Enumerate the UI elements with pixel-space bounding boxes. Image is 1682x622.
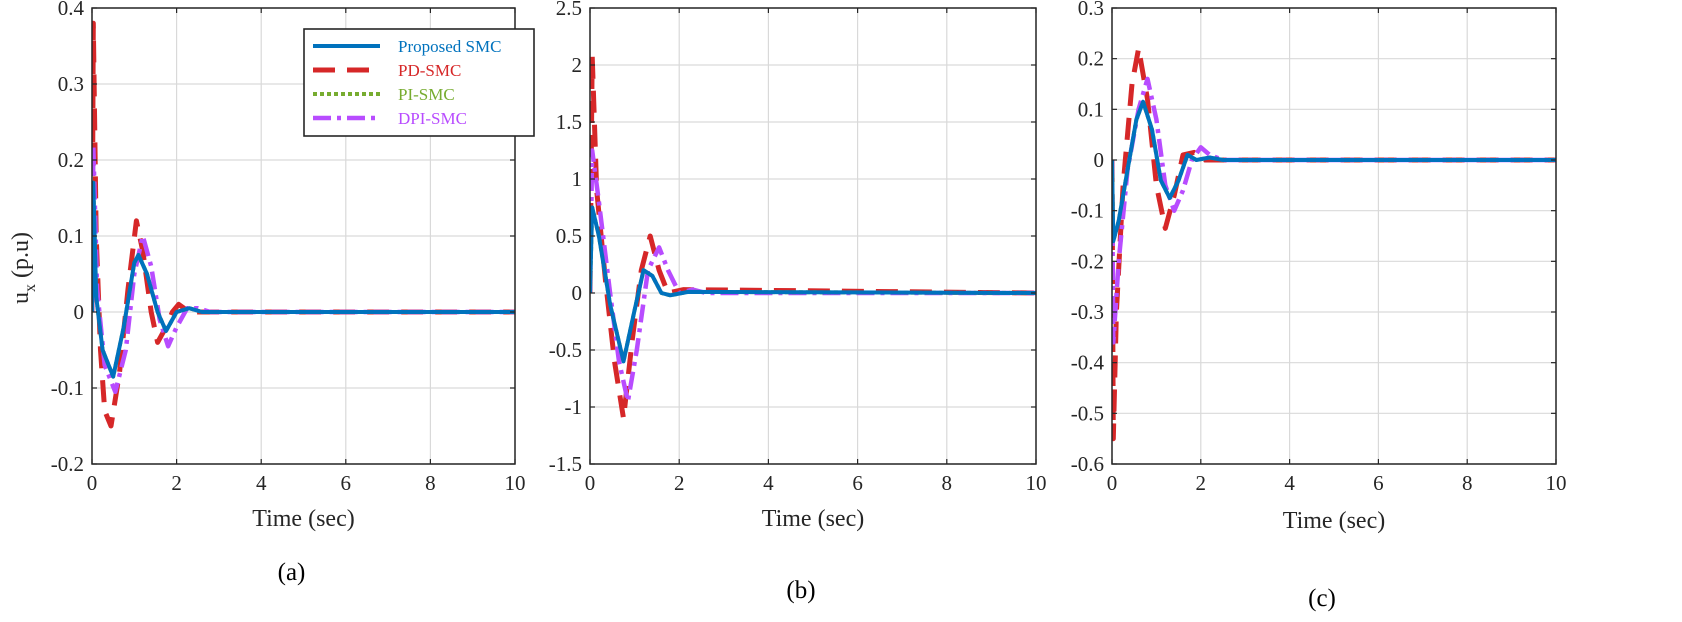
x-tick-label: 8: [1462, 471, 1473, 495]
series-group: [1112, 46, 1556, 442]
panel-caption: (c): [1308, 585, 1336, 612]
y-tick-label: -0.3: [1071, 300, 1104, 324]
series-line-pd-smc: [590, 53, 1036, 421]
series-line-proposed-smc: [92, 180, 515, 379]
y-tick-label: -0.5: [1071, 401, 1104, 425]
x-tick-label: 10: [1546, 471, 1567, 495]
chart-panel: 0 2 4 6 8 10 -0.6 -0.5 -0.4 -0.3 -0.2 -0.1 0 0.1 0.2 0.…: [1071, 0, 1567, 612]
x-tick-label: 2: [674, 471, 685, 495]
panel-caption: (b): [786, 577, 815, 604]
y-tick-label: 0: [572, 281, 583, 305]
series-line-pd-smc: [92, 20, 515, 429]
series-line-proposed-smc: [1112, 99, 1556, 244]
axes-frame: [1111, 7, 1557, 465]
y-tick-label: -0.4: [1071, 351, 1105, 375]
legend-item: Proposed SMC: [313, 37, 501, 56]
legend-label: PI-SMC: [398, 85, 455, 104]
x-axis-label: Time (sec): [762, 506, 864, 532]
y-tick-label: 0: [1094, 148, 1105, 172]
y-tick-label: 0.4: [58, 0, 85, 20]
y-tick-label: -1: [565, 395, 583, 419]
x-tick-label: 4: [763, 471, 774, 495]
legend: Proposed SMC PD-SMC PI-SMC DPI-SMC: [303, 28, 535, 137]
y-tick-label: -0.6: [1071, 452, 1104, 476]
x-tick-label: 0: [87, 471, 98, 495]
legend-label: DPI-SMC: [398, 109, 467, 128]
y-tick-label: 0.3: [58, 72, 84, 96]
series-line-pd-smc: [1112, 46, 1556, 442]
plot-area: [1112, 8, 1556, 464]
x-tick-label: 2: [171, 471, 182, 495]
y-tick-label: -0.2: [1071, 249, 1104, 273]
y-tick-label: 0.3: [1078, 0, 1104, 20]
x-tick-label: 4: [256, 471, 267, 495]
legend-item: DPI-SMC: [313, 109, 467, 128]
y-tick-label: 2: [572, 53, 583, 77]
y-tick-label: 0.1: [58, 224, 84, 248]
y-tick-label: 0.2: [58, 148, 84, 172]
panel-caption: (a): [278, 559, 306, 586]
y-tick-label: 0.2: [1078, 47, 1104, 71]
y-tick-label: 0.1: [1078, 97, 1104, 121]
x-tick-label: 8: [425, 471, 436, 495]
y-tick-label: 1: [572, 167, 583, 191]
chart-panel: 0 2 4 6 8 10 -1.5 -1 -0.5 0 0.5 1 1.5 2 2.5 Time (sec) (…: [549, 0, 1047, 604]
y-tick-label: 0.5: [556, 224, 582, 248]
y-tick-label: -0.1: [51, 376, 84, 400]
series-group: [92, 20, 515, 429]
y-tick-label: -0.1: [1071, 199, 1104, 223]
x-tick-label: 6: [852, 471, 863, 495]
legend-label: PD-SMC: [398, 61, 461, 80]
series-group: [590, 53, 1036, 421]
series-line-proposed-smc: [590, 205, 1036, 364]
x-tick-label: 10: [505, 471, 526, 495]
y-tick-label: 2.5: [556, 0, 582, 20]
x-tick-label: 8: [942, 471, 953, 495]
x-tick-label: 10: [1026, 471, 1047, 495]
x-tick-label: 6: [1373, 471, 1384, 495]
y-tick-label: -1.5: [549, 452, 582, 476]
x-tick-label: 0: [585, 471, 596, 495]
legend-item: PD-SMC: [313, 61, 461, 80]
y-axis-label: ux (p.u): [8, 232, 39, 304]
y-tick-label: 0: [74, 300, 85, 324]
x-tick-label: 2: [1196, 471, 1207, 495]
legend-label: Proposed SMC: [398, 37, 501, 56]
legend-item: PI-SMC: [313, 85, 455, 104]
x-tick-label: 4: [1284, 471, 1295, 495]
y-tick-label: 1.5: [556, 110, 582, 134]
x-tick-label: 0: [1107, 471, 1118, 495]
y-tick-label: -0.5: [549, 338, 582, 362]
y-tick-label: -0.2: [51, 452, 84, 476]
x-axis-label: Time (sec): [252, 506, 354, 532]
x-axis-label: Time (sec): [1283, 508, 1385, 534]
x-tick-label: 6: [341, 471, 352, 495]
